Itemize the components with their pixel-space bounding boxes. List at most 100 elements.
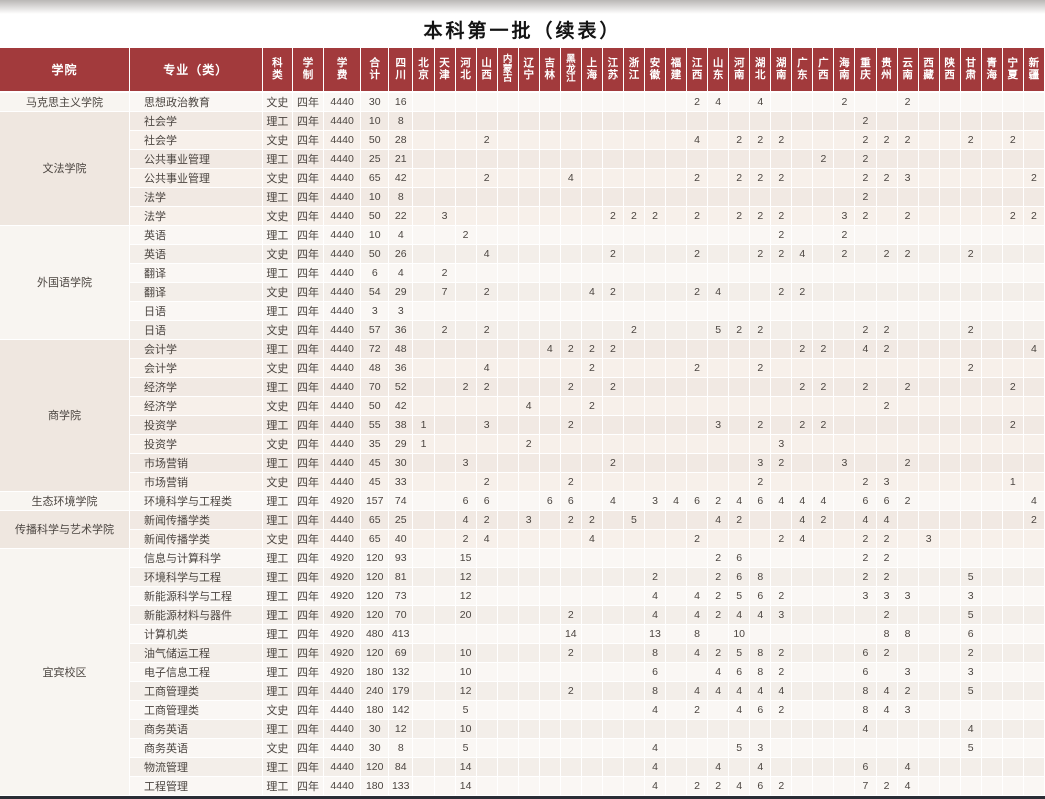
quota-cell — [791, 453, 814, 473]
quota-cell — [791, 586, 814, 606]
duration-cell: 四年 — [292, 301, 324, 321]
quota-cell — [412, 339, 435, 359]
quota-cell — [665, 453, 688, 473]
quota-cell: 2 — [770, 643, 793, 663]
quota-cell: 3 — [876, 472, 898, 492]
quota-cell — [707, 719, 730, 739]
quota-cell — [539, 472, 561, 492]
quota-cell — [1002, 605, 1024, 625]
quota-cell — [644, 320, 667, 340]
quota-cell — [770, 757, 793, 777]
quota-cell — [665, 206, 688, 226]
quota-cell — [665, 567, 688, 587]
quota-cell: 2 — [1002, 377, 1024, 397]
quota-cell — [644, 282, 667, 302]
quota-cell — [434, 396, 456, 416]
quota-cell — [623, 548, 645, 568]
total-cell: 30 — [360, 92, 389, 112]
quota-cell: 5 — [728, 738, 751, 758]
quota-cell — [707, 358, 730, 378]
quota-cell: 4 — [791, 244, 814, 264]
quota-cell — [1002, 92, 1024, 112]
quota-cell: 2 — [644, 206, 667, 226]
col-header-province: 山东 — [707, 48, 730, 93]
quota-cell — [707, 738, 730, 758]
total-cell: 480 — [360, 624, 389, 644]
quota-cell: 16 — [388, 92, 414, 112]
major-cell: 计算机类 — [129, 624, 263, 644]
quota-cell — [749, 377, 772, 397]
total-cell: 25 — [360, 149, 389, 169]
quota-cell — [981, 719, 1003, 739]
quota-cell: 2 — [854, 377, 877, 397]
quota-cell — [581, 586, 603, 606]
quota-cell — [939, 662, 961, 682]
quota-cell — [497, 396, 519, 416]
quota-cell — [539, 548, 561, 568]
quota-cell: 2 — [749, 168, 772, 188]
quota-cell — [939, 301, 961, 321]
quota-cell — [434, 244, 456, 264]
quota-cell — [791, 719, 814, 739]
quota-cell — [791, 643, 814, 663]
quota-cell — [833, 757, 856, 777]
quota-cell — [918, 624, 940, 644]
quota-cell: 4 — [876, 681, 898, 701]
quota-cell — [686, 377, 709, 397]
quota-cell: 4 — [728, 776, 751, 796]
duration-cell: 四年 — [292, 263, 324, 283]
quota-cell — [412, 187, 435, 207]
quota-cell: 6 — [539, 491, 561, 511]
table-row: 投资学 理工 四年 4440 55 38 1 3 2 3 2 2 2 2 — [0, 415, 1045, 435]
quota-cell — [791, 168, 814, 188]
duration-cell: 四年 — [292, 586, 324, 606]
quota-cell: 84 — [388, 757, 414, 777]
quota-cell: 2 — [476, 472, 498, 492]
quota-cell — [728, 529, 751, 549]
quota-cell — [644, 377, 667, 397]
quota-cell — [981, 301, 1003, 321]
major-cell: 社会学 — [129, 130, 263, 150]
quota-cell — [644, 225, 667, 245]
quota-cell: 2 — [833, 244, 856, 264]
quota-cell: 4 — [644, 586, 667, 606]
col-header-province: 海南 — [833, 48, 856, 93]
quota-cell — [918, 225, 940, 245]
quota-cell — [833, 339, 856, 359]
quota-cell — [602, 187, 624, 207]
major-cell: 新闻传播学类 — [129, 510, 263, 530]
quota-cell — [981, 605, 1003, 625]
quota-cell: 2 — [812, 339, 835, 359]
total-cell: 240 — [360, 681, 389, 701]
major-cell: 法学 — [129, 187, 263, 207]
tuition-cell: 4920 — [323, 548, 362, 568]
quota-cell — [1023, 301, 1045, 321]
quota-cell: 2 — [686, 168, 709, 188]
total-cell: 180 — [360, 700, 389, 720]
quota-cell: 25 — [388, 510, 414, 530]
quota-cell: 5 — [960, 605, 982, 625]
quota-cell: 2 — [560, 605, 582, 625]
quota-cell — [602, 643, 624, 663]
quota-cell — [791, 320, 814, 340]
total-cell: 6 — [360, 263, 389, 283]
quota-cell — [749, 111, 772, 131]
quota-cell: 2 — [876, 529, 898, 549]
quota-cell — [518, 320, 540, 340]
quota-cell: 4 — [644, 605, 667, 625]
quota-cell — [918, 472, 940, 492]
quota-cell — [665, 681, 688, 701]
quota-cell: 3 — [897, 168, 919, 188]
quota-cell — [581, 738, 603, 758]
quota-cell — [897, 567, 919, 587]
quota-cell — [602, 757, 624, 777]
quota-cell — [728, 434, 751, 454]
quota-cell: 2 — [854, 320, 877, 340]
quota-cell — [791, 472, 814, 492]
quota-cell — [686, 263, 709, 283]
quota-cell: 6 — [476, 491, 498, 511]
tuition-cell: 4920 — [323, 662, 362, 682]
quota-cell — [581, 244, 603, 264]
quota-cell — [518, 738, 540, 758]
quota-cell — [623, 168, 645, 188]
